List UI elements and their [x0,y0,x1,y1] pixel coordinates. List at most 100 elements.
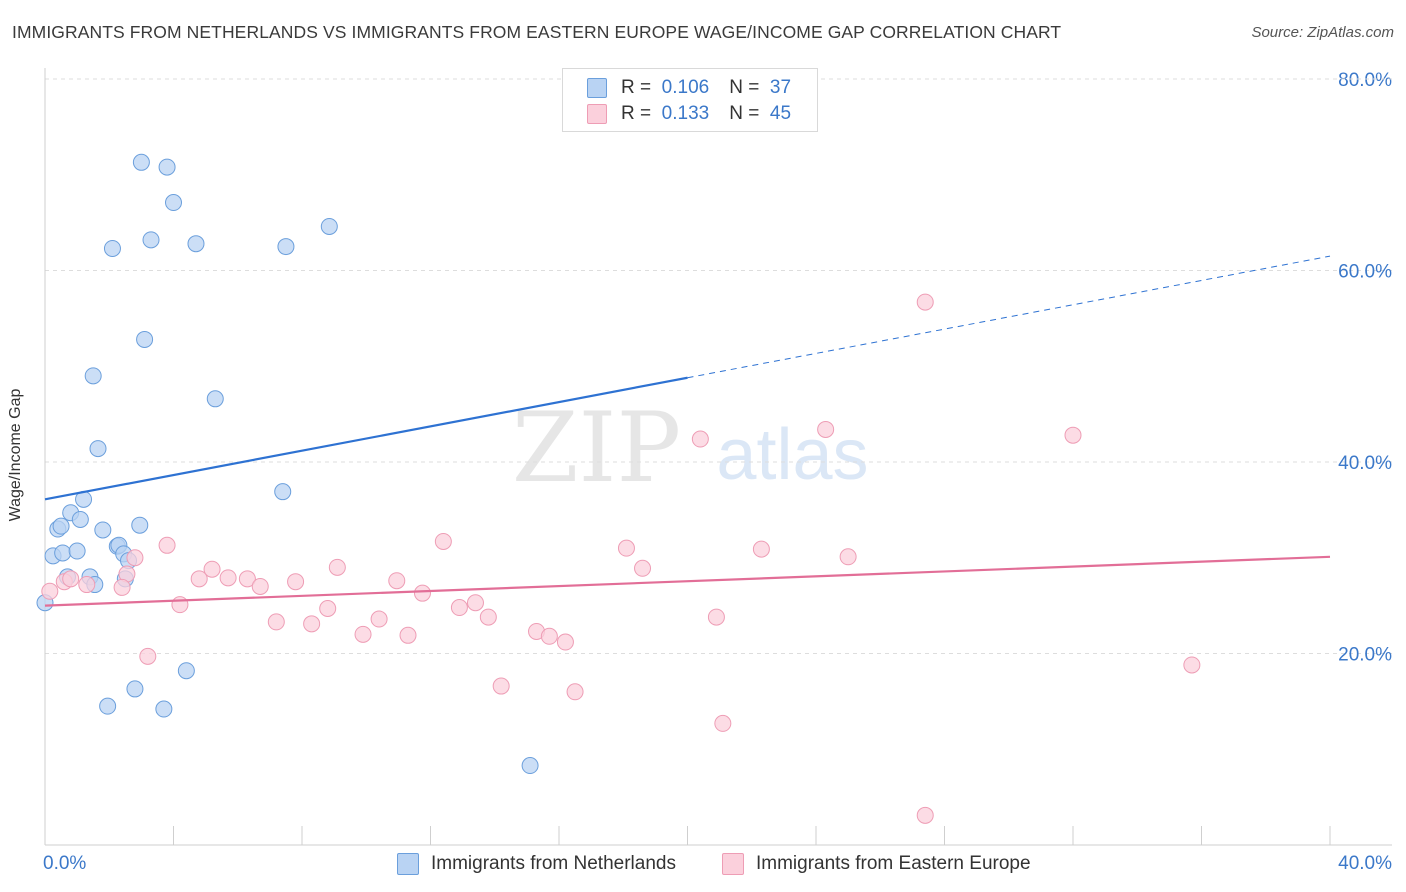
eastern-europe-point [714,714,732,732]
y-axis-label: Wage/Income Gap [7,388,24,522]
eastern-europe-point [566,683,584,701]
eastern-europe-point [238,570,256,588]
bottom-legend-netherlands: Immigrants from Netherlands [397,851,676,877]
netherlands-point [99,697,117,715]
eastern-europe-point [190,570,208,588]
eastern-europe-point [556,633,574,651]
netherlands-point [52,517,70,535]
eastern-europe-point [158,536,176,554]
netherlands-trend-line [44,376,688,501]
correlation-legend: R = 0.106 N = 37 R = 0.133 N = 45 [562,68,818,132]
eastern-europe-point [319,599,337,617]
netherlands-point [94,521,112,539]
watermark-zip: ZIP [512,392,681,504]
netherlands-point [132,153,150,171]
eastern-europe-point [113,578,131,596]
eastern-europe-point [916,293,934,311]
eastern-europe-point [203,560,221,578]
eastern-europe-point [328,558,346,576]
eastern-europe-point [1064,426,1082,444]
legend-n-label: N = [729,77,760,98]
watermark-atlas: atlas [716,415,868,495]
netherlands-point [521,757,539,775]
y-tick-label: 40.0% [1338,453,1392,474]
y-tick-label: 80.0% [1338,70,1392,91]
eastern-europe-point [479,608,497,626]
eastern-europe-trend-line [44,555,1331,607]
eastern-europe-point [707,608,725,626]
eastern-europe-point [540,627,558,645]
eastern-europe-point [492,677,510,695]
eastern-europe-point [1183,656,1201,674]
eastern-europe-point [752,540,770,558]
eastern-europe-point [126,549,144,567]
netherlands-point [320,217,338,235]
eastern-europe-point [370,610,388,628]
eastern-europe-point [916,806,934,824]
legend-n-value: 45 [769,103,792,124]
legend-n-label: N = [729,103,760,124]
eastern-europe-point [251,577,269,595]
netherlands-trend-extension [687,255,1331,379]
eastern-europe-point [617,539,635,557]
netherlands-point [89,440,107,458]
bottom-legend-eastern-europe: Immigrants from Eastern Europe [722,851,1031,877]
eastern-europe-point [171,596,189,614]
netherlands-point [274,483,292,501]
netherlands-point [131,516,149,534]
x-tick-label: 0.0% [43,853,86,874]
x-tick-label: 40.0% [1338,853,1392,874]
legend-swatch-blue [587,78,607,98]
netherlands-point [136,330,154,348]
netherlands-point [277,238,295,256]
legend-row-eastern-europe: R = 0.133 N = 45 [587,102,791,126]
netherlands-point [54,544,72,562]
y-tick-label: 20.0% [1338,645,1392,666]
legend-r-label: R = [621,77,652,98]
netherlands-point [165,194,182,212]
netherlands-point [158,158,176,176]
eastern-europe-point [78,576,96,594]
bottom-legend-swatch-blue [397,853,419,875]
legend-r-value: 0.106 [661,77,710,98]
eastern-europe-point [62,570,80,588]
bottom-legend-label: Immigrants from Eastern Europe [756,853,1031,874]
legend-r-value: 0.133 [661,103,710,124]
netherlands-point [126,680,144,698]
netherlands-point [84,367,102,385]
eastern-europe-point [399,626,417,644]
eastern-europe-point [634,559,652,577]
netherlands-point [187,235,205,253]
eastern-europe-point [41,582,59,600]
eastern-europe-point [267,613,285,631]
y-tick-label: 60.0% [1338,262,1392,283]
netherlands-point [103,239,121,257]
eastern-europe-point [303,615,321,633]
eastern-europe-point [466,594,484,612]
netherlands-point [71,510,89,528]
eastern-europe-point [388,572,406,590]
eastern-europe-point [413,584,431,602]
eastern-europe-point [691,430,709,448]
netherlands-point [177,662,195,680]
netherlands-point [142,231,160,249]
chart-source: Source: ZipAtlas.com [1251,24,1394,41]
eastern-europe-point [354,625,372,643]
netherlands-point [155,700,173,718]
legend-r-label: R = [621,103,652,124]
eastern-europe-point [434,532,452,550]
eastern-europe-point [450,599,468,617]
bottom-legend-label: Immigrants from Netherlands [431,853,676,874]
eastern-europe-point [817,420,835,438]
legend-n-value: 37 [769,77,792,98]
chart-title: IMMIGRANTS FROM NETHERLANDS VS IMMIGRANT… [12,22,1062,42]
legend-swatch-pink [587,104,607,124]
bottom-legend-swatch-pink [722,853,744,875]
eastern-europe-point [839,548,857,566]
eastern-europe-point [219,569,237,587]
netherlands-point [206,390,224,408]
legend-row-netherlands: R = 0.106 N = 37 [587,76,791,100]
eastern-europe-point [139,647,157,665]
netherlands-point [68,542,86,560]
